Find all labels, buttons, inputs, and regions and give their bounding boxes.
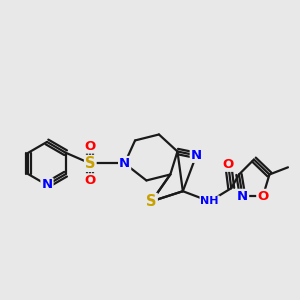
Text: O: O bbox=[85, 174, 96, 187]
Text: N: N bbox=[237, 190, 248, 203]
Text: N: N bbox=[119, 157, 130, 170]
Text: O: O bbox=[257, 190, 268, 203]
Text: S: S bbox=[85, 156, 95, 171]
Text: O: O bbox=[85, 140, 96, 153]
Text: S: S bbox=[146, 194, 157, 209]
Text: N: N bbox=[41, 178, 52, 191]
Text: NH: NH bbox=[200, 196, 219, 206]
Text: N: N bbox=[191, 149, 202, 162]
Text: O: O bbox=[223, 158, 234, 171]
